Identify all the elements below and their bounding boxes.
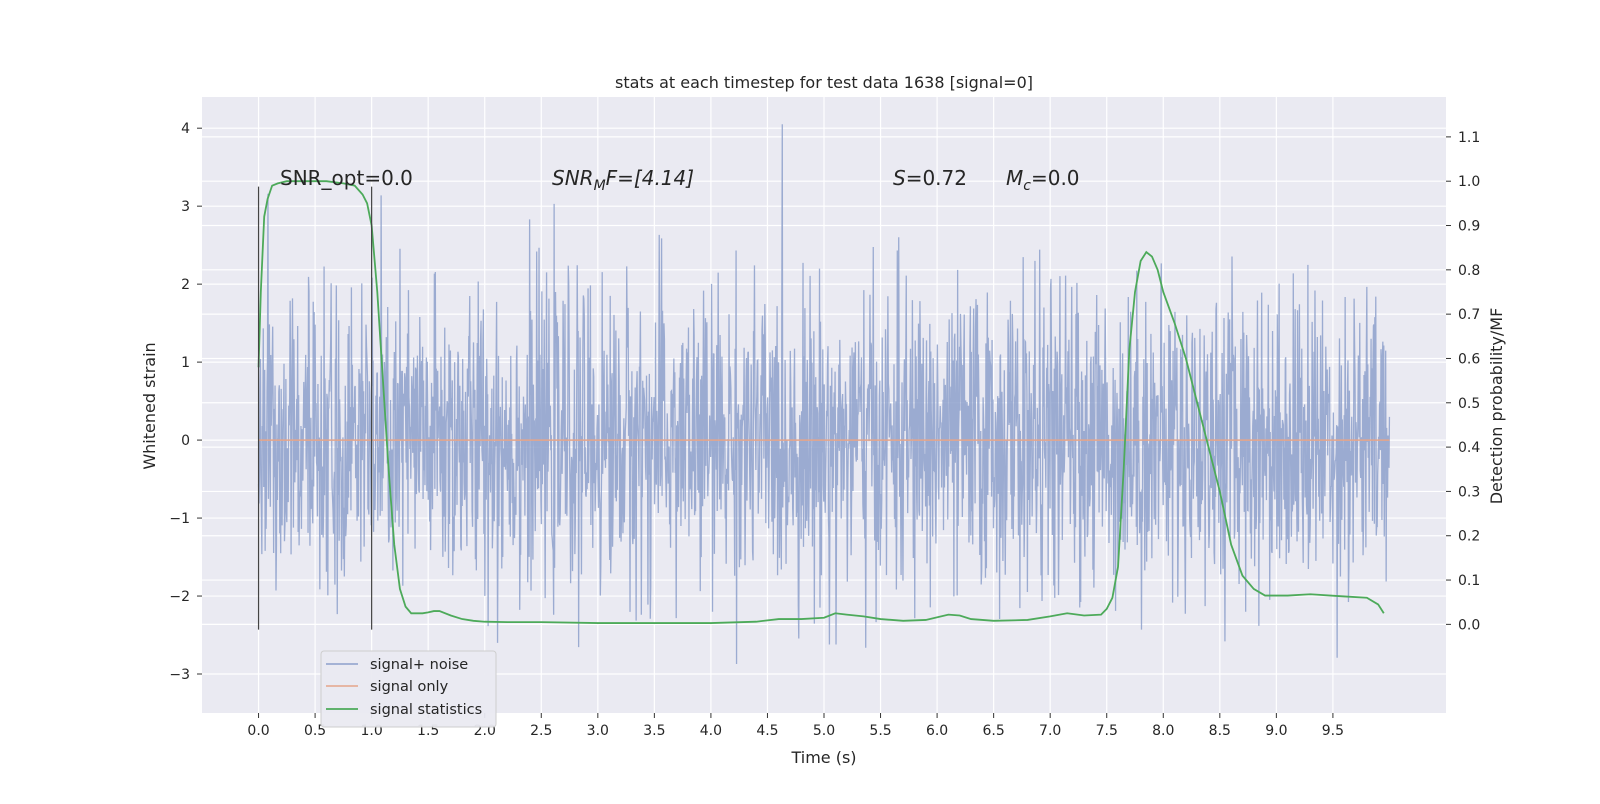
- x-tick-label: 4.5: [756, 723, 778, 739]
- legend-label-signal-only: signal only: [370, 679, 449, 695]
- annotation-snr-mf-base: SNR: [552, 166, 594, 190]
- x-tick-label: 2.5: [530, 723, 552, 739]
- x-tick-label: 5.0: [813, 723, 835, 739]
- annotation-snr-mf-sub: M: [594, 178, 606, 194]
- series-layer: [257, 124, 1391, 665]
- y-right-tick-label: 0.9: [1458, 219, 1480, 235]
- y-right-tick-label: 0.3: [1458, 484, 1480, 500]
- y-right-tick-label: 0.7: [1458, 307, 1480, 323]
- y-left-tick-label: 1: [181, 355, 190, 371]
- x-tick-label: 5.5: [869, 723, 891, 739]
- annotation-mc-val: =0.0: [1031, 166, 1080, 190]
- x-tick-label: 4.0: [700, 723, 722, 739]
- series-signal-noise-line: [257, 124, 1391, 665]
- y-left-tick-label: −1: [169, 511, 190, 527]
- y-right-tick-label: 0.4: [1458, 440, 1480, 456]
- legend-label-signal-statistics: signal statistics: [370, 702, 482, 718]
- x-axis-title: Time (s): [790, 748, 856, 767]
- y-right-tick-label: 0.1: [1458, 573, 1480, 589]
- y-axis-left-ticks: 4 3 2 1 0 −1 −2 −3: [169, 121, 202, 683]
- vertical-markers: [257, 186, 373, 630]
- annotation-snr-mf-tail: F=[4.14]: [606, 166, 694, 190]
- x-tick-label: 3.0: [587, 723, 609, 739]
- x-tick-label: 0.5: [304, 723, 326, 739]
- x-tick-label: 6.5: [983, 723, 1005, 739]
- annotation-snr-mf: SNRMF=[4.14]: [552, 166, 694, 194]
- x-tick-label: 0.0: [247, 723, 269, 739]
- y-left-tick-label: −3: [169, 667, 190, 683]
- y-right-tick-label: 0.6: [1458, 351, 1480, 367]
- series-signal-statistics-line: [257, 180, 1385, 624]
- x-tick-label: 9.5: [1322, 723, 1344, 739]
- x-tick-label: 8.5: [1209, 723, 1231, 739]
- x-tick-label: 6.0: [926, 723, 948, 739]
- annotation-mc-sub: c: [1023, 178, 1031, 194]
- annotation-mc: Mc=0.0: [1006, 166, 1080, 194]
- legend-label-signal-noise: signal+ noise: [370, 657, 468, 673]
- y-right-tick-label: 0.0: [1458, 617, 1480, 633]
- y-left-tick-label: 0: [181, 433, 190, 449]
- legend-box: [320, 650, 497, 728]
- x-tick-label: 9.0: [1265, 723, 1287, 739]
- x-tick-label: 8.0: [1152, 723, 1174, 739]
- annotation-mc-var: M: [1006, 166, 1023, 190]
- annotation-s-var: S: [893, 166, 906, 190]
- y-right-tick-label: 1.1: [1458, 130, 1480, 146]
- chart-title: stats at each timestep for test data 163…: [615, 73, 1033, 92]
- y-left-tick-label: 4: [181, 121, 190, 137]
- y-right-tick-label: 1.0: [1458, 174, 1480, 190]
- x-tick-label: 7.0: [1039, 723, 1061, 739]
- x-tick-label: 7.5: [1096, 723, 1118, 739]
- y-right-tick-label: 0.2: [1458, 529, 1480, 545]
- y-left-tick-label: −2: [169, 589, 190, 605]
- y-axis-right-title: Detection probability/MF: [1487, 308, 1506, 505]
- y-right-tick-label: 0.8: [1458, 263, 1480, 279]
- y-axis-right-ticks: 1.1 1.0 0.9 0.8 0.7 0.6 0.5 0.4 0.3 0.2 0.1 0.0: [1446, 130, 1480, 633]
- y-left-tick-label: 2: [181, 277, 190, 293]
- y-left-tick-label: 3: [181, 199, 190, 215]
- annotation-snr-opt: SNR_opt=0.0: [280, 166, 413, 190]
- x-tick-label: 3.5: [643, 723, 665, 739]
- y-right-tick-label: 0.5: [1458, 396, 1480, 412]
- legend: signal+ noise signal only signal statist…: [320, 650, 497, 728]
- annotation-s-val: =0.72: [906, 166, 967, 190]
- annotation-s: S=0.72: [893, 166, 967, 190]
- y-axis-left-title: Whitened strain: [140, 342, 159, 469]
